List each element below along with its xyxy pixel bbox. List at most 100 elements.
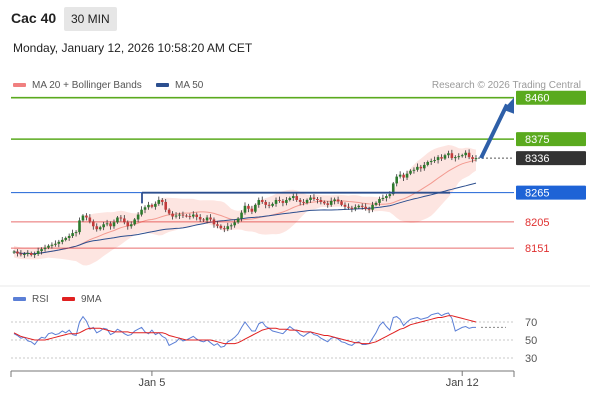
level-label-8265: 8265: [525, 188, 549, 200]
candle: [150, 204, 154, 207]
candle: [88, 217, 92, 222]
level-label-8375: 8375: [525, 134, 549, 146]
legend-label: MA 20 + Bollinger Bands: [32, 80, 142, 91]
x-tick-label: Jan 12: [446, 377, 479, 389]
level-label-8205: 8205: [525, 217, 549, 229]
rsi-level-label-70: 70: [525, 317, 537, 329]
candle: [26, 253, 30, 255]
candle: [247, 205, 250, 209]
candle: [98, 227, 102, 230]
candle: [43, 247, 47, 250]
candle: [326, 203, 330, 205]
level-label-8336: 8336: [525, 153, 549, 165]
candle: [195, 214, 199, 218]
candle: [202, 219, 205, 221]
candle: [188, 216, 192, 218]
timeframe-button[interactable]: 30 MIN: [64, 7, 117, 31]
candle: [264, 201, 267, 205]
candle: [191, 214, 195, 217]
candle: [267, 204, 271, 206]
candle: [205, 217, 209, 221]
candle: [291, 196, 295, 199]
candle: [143, 207, 147, 210]
candle: [81, 215, 85, 221]
candle: [381, 198, 385, 200]
candle: [260, 199, 264, 202]
candle: [133, 219, 136, 225]
candle: [419, 166, 423, 169]
candle: [302, 201, 305, 203]
candle: [171, 213, 174, 217]
candle: [333, 199, 336, 201]
candle: [295, 196, 299, 200]
candle: [223, 228, 226, 230]
datetime-label: Monday, January 12, 2026 10:58:20 AM CET: [13, 41, 253, 55]
projection-arrowhead: [503, 97, 514, 114]
candle: [319, 199, 323, 202]
candle: [85, 215, 88, 218]
candle: [60, 239, 64, 242]
candle: [367, 208, 371, 210]
candle: [350, 207, 354, 209]
candle: [160, 199, 164, 202]
candle: [212, 219, 216, 225]
candle: [71, 233, 74, 236]
candle: [422, 164, 426, 169]
candle: [126, 222, 130, 227]
candle: [450, 153, 454, 159]
candle: [467, 152, 471, 158]
candle: [116, 217, 119, 223]
ma50-line: [13, 182, 477, 255]
candle: [471, 157, 474, 160]
candle: [23, 254, 26, 256]
legend-ma50: MA 50: [156, 80, 203, 91]
x-tick-label: Jan 5: [138, 377, 165, 389]
level-tag-8265: [516, 185, 586, 200]
legend-swatch: [156, 83, 169, 88]
legend-label: MA 50: [175, 80, 204, 91]
candle: [74, 232, 78, 234]
candle: [198, 217, 202, 220]
candle: [250, 208, 254, 212]
candle: [54, 243, 57, 245]
candle: [409, 170, 412, 174]
candle: [340, 201, 343, 205]
rsi-level-label-50: 50: [525, 335, 537, 347]
candle: [47, 245, 50, 248]
candle: [12, 251, 16, 253]
candle: [405, 173, 409, 178]
candle: [185, 215, 188, 217]
candle: [29, 253, 33, 255]
candle: [360, 205, 364, 207]
candle: [474, 158, 478, 160]
candle: [447, 153, 450, 156]
candle: [347, 206, 350, 208]
candle: [454, 157, 457, 159]
candle: [140, 209, 143, 215]
candle: [174, 215, 178, 217]
candle: [329, 200, 333, 205]
candle: [219, 225, 223, 229]
candle: [312, 197, 316, 199]
candle: [395, 176, 399, 184]
candle: [364, 206, 367, 209]
rsi-ma9-line: [13, 315, 477, 345]
candle: [378, 199, 381, 203]
legend-swatch: [13, 297, 26, 302]
projection-arrow: [479, 103, 509, 159]
candle: [271, 203, 274, 206]
candle: [305, 199, 309, 203]
candle: [236, 218, 240, 223]
candle: [67, 236, 71, 238]
rsi-line: [13, 312, 476, 348]
candle: [112, 222, 116, 227]
candle: [147, 204, 150, 208]
candle: [398, 174, 402, 177]
candle: [309, 197, 312, 200]
candle: [402, 174, 405, 178]
instrument-title: Cac 40: [11, 10, 57, 26]
level-tag-8460: [516, 90, 586, 105]
candle: [433, 160, 436, 162]
candle: [102, 224, 105, 228]
